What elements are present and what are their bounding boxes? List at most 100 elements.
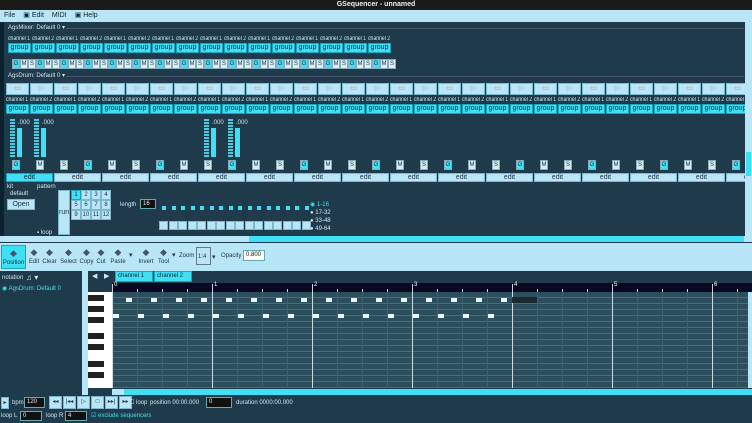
note[interactable] <box>363 314 369 318</box>
edit-button[interactable]: edit <box>582 173 629 182</box>
gms-g-toggle[interactable]: G <box>156 160 164 170</box>
tab-channel-2[interactable]: channel 2 <box>154 271 192 282</box>
s-toggle[interactable]: S <box>220 59 228 69</box>
menu-edit[interactable]: ▣ Edit <box>23 12 44 19</box>
loop-left-spin[interactable]: 0 <box>20 411 42 421</box>
gms-s-toggle[interactable]: S <box>348 160 356 170</box>
black-key[interactable] <box>88 295 104 301</box>
s-toggle[interactable]: S <box>388 59 396 69</box>
group-button[interactable]: group <box>80 43 103 53</box>
note[interactable] <box>375 298 382 302</box>
s-toggle[interactable]: S <box>316 59 324 69</box>
group-button[interactable]: group <box>486 104 509 114</box>
m-toggle[interactable]: M <box>236 59 244 69</box>
g-toggle[interactable]: G <box>60 59 68 69</box>
s-toggle[interactable]: S <box>124 59 132 69</box>
gms-g-toggle[interactable]: G <box>444 160 452 170</box>
group-button[interactable]: group <box>702 104 725 114</box>
open-button[interactable]: ▭ <box>246 83 269 95</box>
pattern-5-button[interactable]: 5 <box>71 200 81 210</box>
play-button[interactable]: ▷ <box>270 83 293 95</box>
step-pad[interactable] <box>273 221 282 230</box>
s-toggle[interactable]: S <box>100 59 108 69</box>
zoom-dropdown-icon[interactable]: ▾ <box>212 254 216 261</box>
group-button[interactable]: group <box>318 104 341 114</box>
edit-button[interactable]: edit <box>294 173 341 182</box>
bpm-spin[interactable]: 120 <box>24 397 45 408</box>
play-toggle[interactable]: ▸ <box>1 397 9 409</box>
gms-g-toggle[interactable]: G <box>12 160 20 170</box>
edit-button[interactable]: edit <box>246 173 293 182</box>
tool-invert-button[interactable]: ◆ Invert <box>136 245 156 269</box>
volume-slider[interactable] <box>17 128 22 157</box>
note[interactable] <box>225 298 232 302</box>
open-button[interactable]: ▭ <box>54 83 77 95</box>
m-toggle[interactable]: M <box>164 59 172 69</box>
group-button[interactable]: group <box>606 104 629 114</box>
gms-g-toggle[interactable]: G <box>732 160 740 170</box>
gms-m-toggle[interactable]: M <box>180 160 188 170</box>
group-button[interactable]: group <box>678 104 701 114</box>
pattern-8-button[interactable]: 8 <box>101 200 111 210</box>
play-button[interactable]: ▷ <box>654 83 677 95</box>
offset-radio-33-48[interactable]: ● 33-48 <box>310 218 331 224</box>
edit-button[interactable]: edit <box>198 173 245 182</box>
play-button[interactable]: ▷ <box>126 83 149 95</box>
edit-button[interactable]: edit <box>630 173 677 182</box>
rewind-button[interactable]: ◂◂ <box>49 396 62 409</box>
m-toggle[interactable]: M <box>20 59 28 69</box>
group-button[interactable]: group <box>414 104 437 114</box>
gms-m-toggle[interactable]: M <box>396 160 404 170</box>
gms-g-toggle[interactable]: G <box>660 160 668 170</box>
m-toggle[interactable]: M <box>116 59 124 69</box>
group-button[interactable]: group <box>654 104 677 114</box>
group-button[interactable]: group <box>344 43 367 53</box>
gms-s-toggle[interactable]: S <box>60 160 68 170</box>
open-button[interactable]: ▭ <box>438 83 461 95</box>
group-button[interactable]: group <box>270 104 293 114</box>
tool-menu-icon[interactable]: ▾ <box>172 252 176 259</box>
step-pad[interactable] <box>235 221 244 230</box>
step-pad[interactable] <box>187 221 197 230</box>
loop-checkbox[interactable]: ▪ loop <box>37 230 53 236</box>
note[interactable] <box>275 298 282 302</box>
tab-next-icon[interactable]: ▶ <box>104 273 110 280</box>
group-button[interactable]: group <box>320 43 343 53</box>
gms-m-toggle[interactable]: M <box>324 160 332 170</box>
black-key[interactable] <box>88 317 104 323</box>
g-toggle[interactable]: G <box>300 59 308 69</box>
g-toggle[interactable]: G <box>276 59 284 69</box>
group-button[interactable]: group <box>272 43 295 53</box>
open-button[interactable]: ▭ <box>198 83 221 95</box>
step-pad[interactable] <box>263 221 273 230</box>
group-button[interactable]: group <box>510 104 533 114</box>
open-button[interactable]: ▭ <box>342 83 365 95</box>
step-pad[interactable] <box>206 221 216 230</box>
piano-keyboard[interactable] <box>88 292 112 388</box>
edit-button[interactable]: edit <box>438 173 485 182</box>
s-toggle[interactable]: S <box>76 59 84 69</box>
step-pad[interactable] <box>197 221 206 230</box>
pattern-1-button[interactable]: 1 <box>71 190 81 200</box>
play-button[interactable]: ▷ <box>222 83 245 95</box>
gms-s-toggle[interactable]: S <box>636 160 644 170</box>
gms-m-toggle[interactable]: M <box>108 160 116 170</box>
length-spin[interactable]: 16 <box>140 199 156 209</box>
open-button[interactable]: ▭ <box>486 83 509 95</box>
note[interactable] <box>313 314 319 318</box>
g-toggle[interactable]: G <box>180 59 188 69</box>
play-button[interactable]: ▷ <box>414 83 437 95</box>
open-button[interactable]: ▭ <box>294 83 317 95</box>
edit-button[interactable]: edit <box>342 173 389 182</box>
step-pad[interactable] <box>159 221 168 230</box>
gms-m-toggle[interactable]: M <box>252 160 260 170</box>
play-button[interactable]: ▷ <box>174 83 197 95</box>
note[interactable] <box>238 314 244 318</box>
black-key[interactable] <box>88 372 104 378</box>
play-button[interactable]: ▷ <box>510 83 533 95</box>
note[interactable] <box>463 314 469 318</box>
volume-slider[interactable] <box>41 128 46 157</box>
g-toggle[interactable]: G <box>204 59 212 69</box>
g-toggle[interactable]: G <box>36 59 44 69</box>
note[interactable] <box>388 314 394 318</box>
